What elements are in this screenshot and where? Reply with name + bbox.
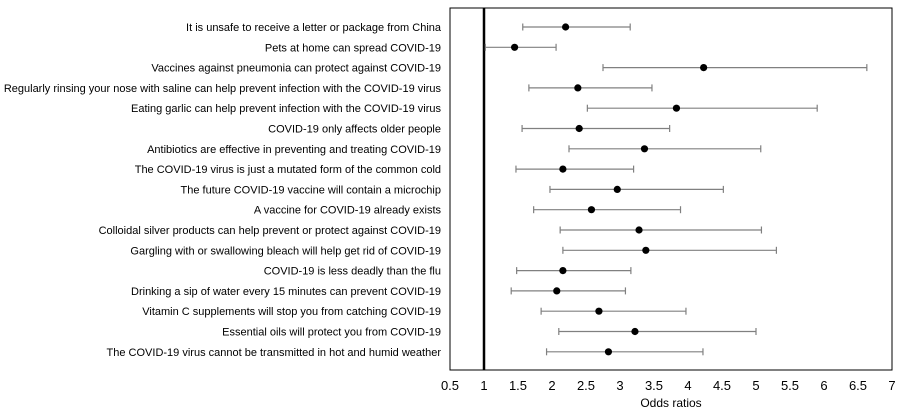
point-estimate <box>642 246 650 254</box>
point-estimate <box>700 64 708 72</box>
forest-row: COVID-19 only affects older people <box>268 124 671 136</box>
category-label: A vaccine for COVID-19 already exists <box>254 205 442 217</box>
point-estimate <box>613 185 621 193</box>
forest-row: Vaccines against pneumonia can protect a… <box>151 63 868 75</box>
category-label: The future COVID-19 vaccine will contain… <box>181 184 441 196</box>
point-estimate <box>635 226 643 234</box>
rows-group: It is unsafe to receive a letter or pack… <box>4 22 868 359</box>
x-tick-label: 2 <box>548 378 555 393</box>
forest-row: The future COVID-19 vaccine will contain… <box>181 184 724 196</box>
point-estimate <box>510 43 519 51</box>
point-estimate <box>553 287 561 295</box>
x-tick-label: 3 <box>616 378 623 393</box>
x-tick-label: 4 <box>684 378 691 393</box>
point-estimate <box>587 206 596 214</box>
forest-row: It is unsafe to receive a letter or pack… <box>186 22 631 34</box>
point-estimate <box>604 348 613 356</box>
forest-row: Vitamin C supplements will stop you from… <box>142 306 687 318</box>
point-estimate <box>559 267 567 275</box>
forest-row: A vaccine for COVID-19 already exists <box>254 205 682 217</box>
x-tick-label: 0.5 <box>441 378 459 393</box>
x-tick-label: 7 <box>888 378 895 393</box>
point-estimate <box>574 84 582 92</box>
forest-row: Pets at home can spread COVID-19 <box>265 42 557 54</box>
category-label: Antibiotics are effective in preventing … <box>147 144 441 156</box>
category-label: Eating garlic can help prevent infection… <box>131 103 441 115</box>
point-estimate <box>562 23 570 31</box>
plot-area-frame <box>449 7 893 371</box>
forest-row: COVID-19 is less deadly than the flu <box>264 266 632 278</box>
forest-row: Colloidal silver products can help preve… <box>99 225 763 237</box>
category-label: COVID-19 is less deadly than the flu <box>264 266 441 278</box>
point-estimate <box>559 165 567 173</box>
category-label: Drinking a sip of water every 15 minutes… <box>131 286 441 298</box>
point-estimate <box>672 104 681 112</box>
category-label: The COVID-19 virus is just a mutated for… <box>135 164 441 176</box>
forest-row: Gargling with or swallowing bleach will … <box>130 245 778 257</box>
x-tick-label: 1.5 <box>509 378 527 393</box>
category-label: Regularly rinsing your nose with saline … <box>4 83 442 95</box>
x-tick-label: 3.5 <box>645 378 663 393</box>
forest-row: Eating garlic can help prevent infection… <box>131 103 818 115</box>
category-label: Vitamin C supplements will stop you from… <box>142 306 441 318</box>
forest-row: The COVID-19 virus cannot be transmitted… <box>107 347 704 359</box>
category-label: It is unsafe to receive a letter or pack… <box>186 22 442 34</box>
category-label: Colloidal silver products can help preve… <box>99 225 441 237</box>
x-tick-label: 4.5 <box>713 378 731 393</box>
forest-row: Essential oils will protect you from COV… <box>222 327 757 339</box>
forest-row: Drinking a sip of water every 15 minutes… <box>131 286 627 298</box>
forest-row: Antibiotics are effective in preventing … <box>147 144 762 156</box>
category-label: Gargling with or swallowing bleach will … <box>130 245 441 257</box>
x-axis-title: Odds ratios <box>640 396 701 410</box>
x-tick-label: 6.5 <box>849 378 867 393</box>
x-tick-label: 6 <box>820 378 827 393</box>
category-label: Pets at home can spread COVID-19 <box>265 42 441 54</box>
category-label: Vaccines against pneumonia can protect a… <box>151 63 441 75</box>
x-ticks-group: 0.5 1 1.5 2 2.5 3 3.5 4 4.5 5 5.5 6 6.5 7 <box>441 378 896 393</box>
category-label: Essential oils will protect you from COV… <box>222 327 441 339</box>
point-estimate <box>575 124 583 133</box>
x-tick-label: 5.5 <box>781 378 799 393</box>
forest-row: The COVID-19 virus is just a mutated for… <box>135 164 635 176</box>
point-estimate <box>640 145 649 153</box>
forest-row: Regularly rinsing your nose with saline … <box>4 83 653 95</box>
x-tick-label: 2.5 <box>577 378 595 393</box>
point-estimate <box>595 307 603 315</box>
category-label: The COVID-19 virus cannot be transmitted… <box>107 347 442 359</box>
category-label: COVID-19 only affects older people <box>268 124 441 136</box>
x-tick-label: 5 <box>752 378 759 393</box>
point-estimate <box>631 327 639 336</box>
x-tick-label: 1 <box>480 378 487 393</box>
